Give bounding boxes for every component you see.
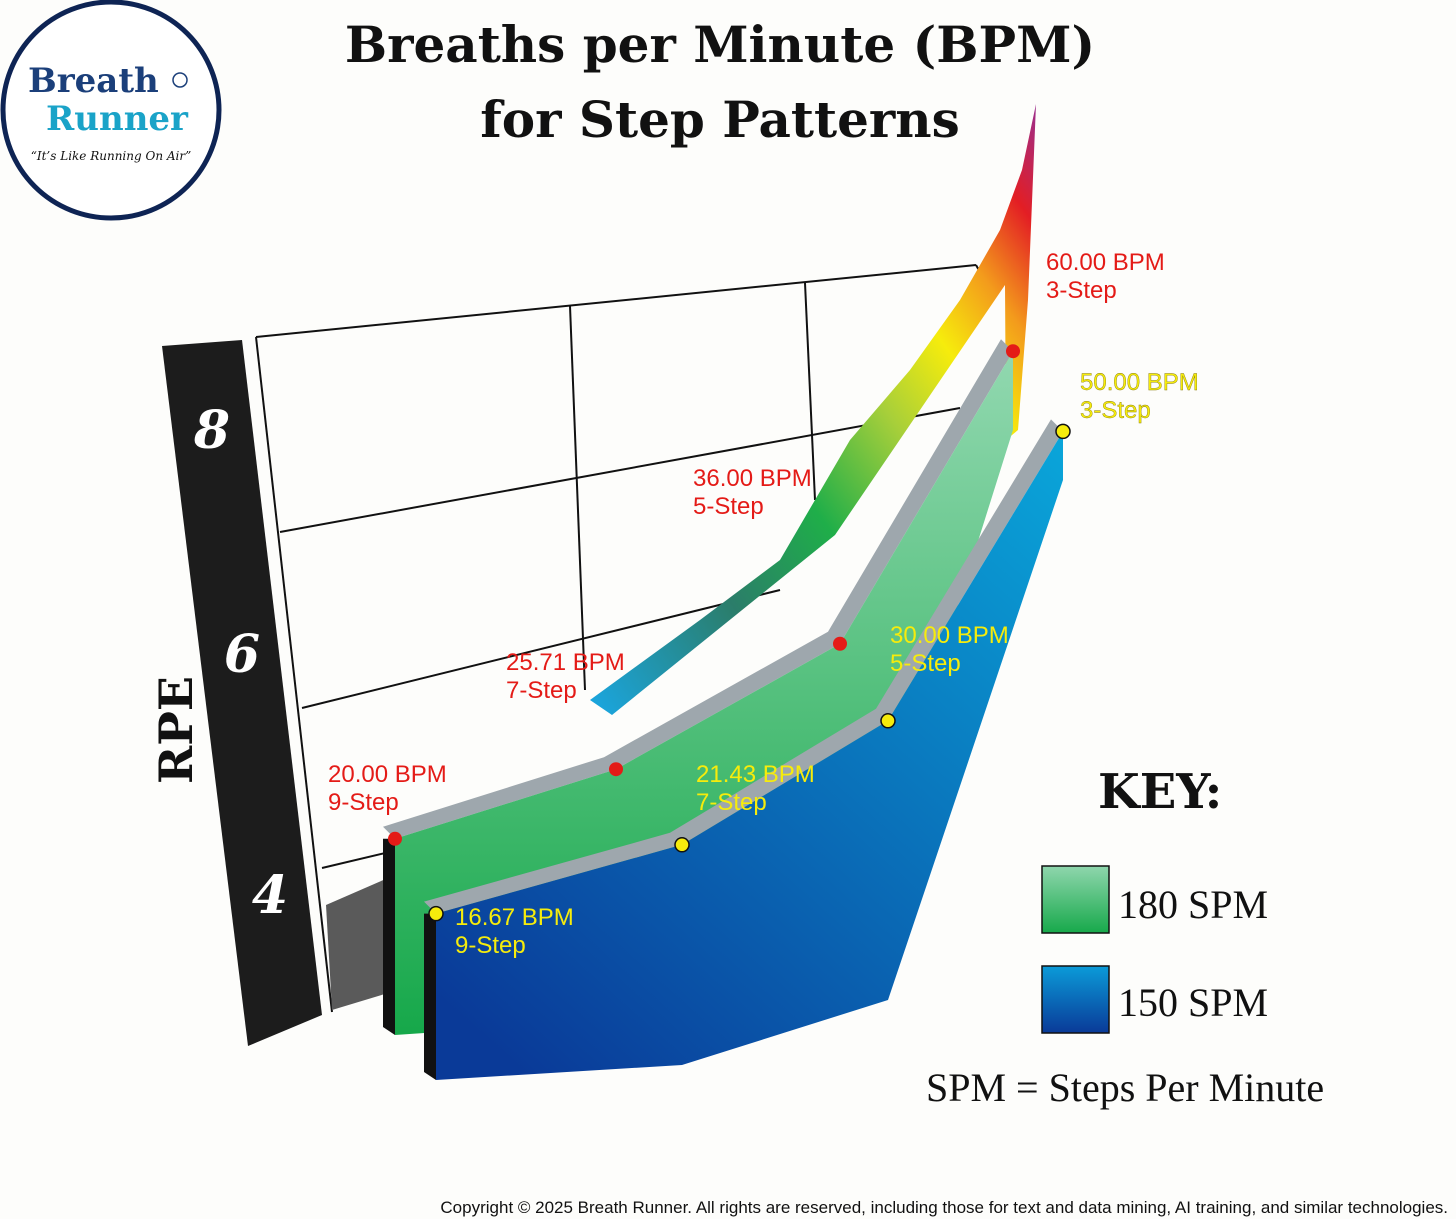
- series-1-bpm-label-2: 30.00 BPM: [890, 622, 1009, 649]
- key-swatch-150: [1041, 965, 1110, 1034]
- series-1-bpm-label-1: 21.43 BPM: [696, 761, 815, 788]
- series-0-bpm-label-1: 25.71 BPM: [506, 649, 625, 676]
- series-1-side: [424, 913, 436, 1080]
- series-1-point-1: [674, 837, 690, 853]
- series-1-bpm-label-3: 50.00 BPM: [1080, 369, 1199, 396]
- series-1-point-2: [880, 713, 896, 729]
- series-0-step-label-3: 3-Step: [1046, 277, 1117, 304]
- logo-line2: Runner: [46, 99, 189, 139]
- key-label-150: 150 SPM: [1118, 980, 1268, 1025]
- y-axis-label: RPE: [149, 676, 203, 784]
- globe-icon: [172, 72, 188, 88]
- key-label-180: 180 SPM: [1118, 882, 1268, 927]
- series-1-point-0: [428, 905, 444, 922]
- chart-title-line2: for Step Patterns: [480, 90, 960, 149]
- rpe-tick-6: 6: [224, 624, 260, 685]
- series-0-point-0: [388, 831, 402, 846]
- series-1-area: [436, 431, 1063, 1080]
- rpe-axis-bar: [162, 340, 322, 1046]
- series-1-step-label-0: 9-Step: [455, 932, 526, 959]
- breath-runner-logo: Breath Runner “It’s Like Running On Air”: [0, 0, 222, 221]
- series-0-bpm-label-3: 60.00 BPM: [1046, 249, 1165, 276]
- rpe-tick-4: 4: [252, 865, 288, 926]
- series-0-point-2: [833, 636, 847, 651]
- series-0-point-1: [609, 762, 623, 777]
- series-0-step-label-2: 5-Step: [693, 493, 764, 520]
- logo-line1: Breath: [28, 61, 159, 101]
- logo-slogan: “It’s Like Running On Air”: [31, 149, 192, 163]
- series-1-step-label-2: 5-Step: [890, 650, 961, 677]
- series-0-side: [383, 838, 395, 1035]
- floor-shadow-panel: [326, 878, 398, 1010]
- series-0-bpm-label-0: 20.00 BPM: [328, 761, 447, 788]
- spm-note: SPM = Steps Per Minute: [926, 1065, 1324, 1110]
- back-grid: [255, 264, 991, 1013]
- series-1-point-3: [1055, 423, 1071, 440]
- rpe-tick-8: 8: [193, 400, 230, 461]
- series-1-step-label-3: 3-Step: [1080, 397, 1151, 424]
- series-0-point-3: [1006, 344, 1020, 359]
- series-0-bpm-label-2: 36.00 BPM: [693, 465, 812, 492]
- key-title: KEY:: [1098, 764, 1222, 820]
- chart-title-line1: Breaths per Minute (BPM): [345, 15, 1095, 74]
- series-0-step-label-1: 7-Step: [506, 677, 577, 704]
- series-1-bpm-label-0: 16.67 BPM: [455, 904, 574, 931]
- series-0-step-label-0: 9-Step: [328, 789, 399, 816]
- copyright-text: Copyright © 2025 Breath Runner. All righ…: [440, 1198, 1448, 1217]
- key-swatch-180: [1041, 865, 1110, 934]
- series-1-step-label-1: 7-Step: [696, 789, 767, 816]
